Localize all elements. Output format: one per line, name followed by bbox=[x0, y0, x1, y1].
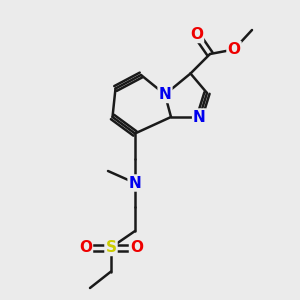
Text: O: O bbox=[227, 42, 241, 57]
Text: N: N bbox=[193, 110, 206, 124]
Text: N: N bbox=[129, 176, 141, 190]
Text: S: S bbox=[106, 240, 116, 255]
Text: O: O bbox=[79, 240, 92, 255]
Text: O: O bbox=[130, 240, 143, 255]
Text: N: N bbox=[159, 87, 171, 102]
Text: O: O bbox=[190, 27, 203, 42]
